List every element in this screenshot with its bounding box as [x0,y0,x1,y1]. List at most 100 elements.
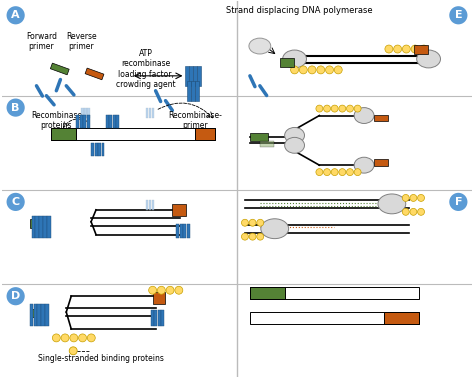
FancyBboxPatch shape [193,66,197,86]
FancyBboxPatch shape [157,310,161,326]
Circle shape [149,286,156,294]
Circle shape [331,105,338,112]
Circle shape [402,45,410,53]
Circle shape [291,66,299,74]
Text: Single-stranded binding proteins: Single-stranded binding proteins [38,354,164,363]
Circle shape [418,194,425,201]
Circle shape [300,66,307,74]
Ellipse shape [261,219,289,239]
Text: A: A [11,10,20,20]
Circle shape [6,5,26,25]
FancyBboxPatch shape [44,216,47,238]
FancyBboxPatch shape [151,310,154,326]
FancyBboxPatch shape [187,224,190,238]
Circle shape [316,105,323,112]
Circle shape [410,208,417,215]
Circle shape [241,233,248,240]
Circle shape [249,233,256,240]
Ellipse shape [283,50,307,68]
Circle shape [410,194,417,201]
Circle shape [6,98,26,118]
Bar [50,63,69,75]
Ellipse shape [354,108,374,124]
FancyBboxPatch shape [146,108,148,118]
FancyBboxPatch shape [173,204,186,216]
FancyBboxPatch shape [47,216,51,238]
Circle shape [402,208,409,215]
FancyBboxPatch shape [195,129,215,140]
FancyBboxPatch shape [29,219,47,228]
Circle shape [87,334,95,342]
Circle shape [6,286,26,306]
FancyBboxPatch shape [280,58,293,67]
Text: Strand displacing DNA polymerase: Strand displacing DNA polymerase [226,6,373,15]
FancyBboxPatch shape [250,287,419,299]
Circle shape [346,105,354,112]
FancyBboxPatch shape [113,115,116,129]
Text: B: B [11,102,20,113]
Circle shape [324,169,330,176]
FancyBboxPatch shape [46,304,49,326]
FancyBboxPatch shape [29,309,47,317]
FancyBboxPatch shape [51,129,76,140]
FancyBboxPatch shape [374,115,388,121]
FancyBboxPatch shape [180,224,183,238]
FancyBboxPatch shape [32,216,35,238]
FancyBboxPatch shape [414,45,428,54]
FancyBboxPatch shape [41,304,45,326]
Circle shape [339,105,346,112]
FancyBboxPatch shape [106,115,109,129]
FancyBboxPatch shape [34,304,37,326]
FancyBboxPatch shape [161,310,164,326]
FancyBboxPatch shape [76,115,79,129]
FancyBboxPatch shape [91,143,94,156]
FancyBboxPatch shape [197,66,201,86]
Circle shape [346,169,354,176]
FancyBboxPatch shape [149,108,151,118]
Circle shape [385,45,393,53]
Circle shape [393,45,401,53]
FancyBboxPatch shape [94,143,98,156]
FancyBboxPatch shape [176,224,180,238]
Bar [85,68,104,80]
FancyBboxPatch shape [146,200,148,210]
Circle shape [448,5,468,25]
FancyBboxPatch shape [187,81,191,101]
FancyBboxPatch shape [149,200,151,210]
FancyBboxPatch shape [185,66,189,86]
FancyBboxPatch shape [152,108,154,118]
Circle shape [402,194,409,201]
Text: D: D [11,291,20,301]
Circle shape [354,169,361,176]
FancyBboxPatch shape [153,292,164,304]
FancyBboxPatch shape [98,143,101,156]
FancyBboxPatch shape [83,115,86,129]
FancyBboxPatch shape [37,304,41,326]
Ellipse shape [285,137,304,153]
Circle shape [324,105,330,112]
FancyBboxPatch shape [250,287,285,299]
Circle shape [61,334,69,342]
FancyBboxPatch shape [87,108,90,118]
Circle shape [69,347,77,355]
FancyBboxPatch shape [87,115,90,129]
FancyBboxPatch shape [250,312,419,324]
FancyBboxPatch shape [154,310,157,326]
Ellipse shape [249,38,271,54]
Text: Recombinase
proteins: Recombinase proteins [31,111,82,130]
Circle shape [6,192,26,212]
Circle shape [420,45,428,53]
Circle shape [70,334,78,342]
Text: Forward
primer: Forward primer [26,32,57,51]
Circle shape [418,208,425,215]
Ellipse shape [417,50,440,68]
FancyBboxPatch shape [117,115,119,129]
FancyBboxPatch shape [191,81,195,101]
FancyBboxPatch shape [84,108,87,118]
Text: C: C [11,197,20,207]
Circle shape [354,105,361,112]
FancyBboxPatch shape [183,224,186,238]
Circle shape [326,66,334,74]
Circle shape [249,219,256,226]
Circle shape [331,169,338,176]
